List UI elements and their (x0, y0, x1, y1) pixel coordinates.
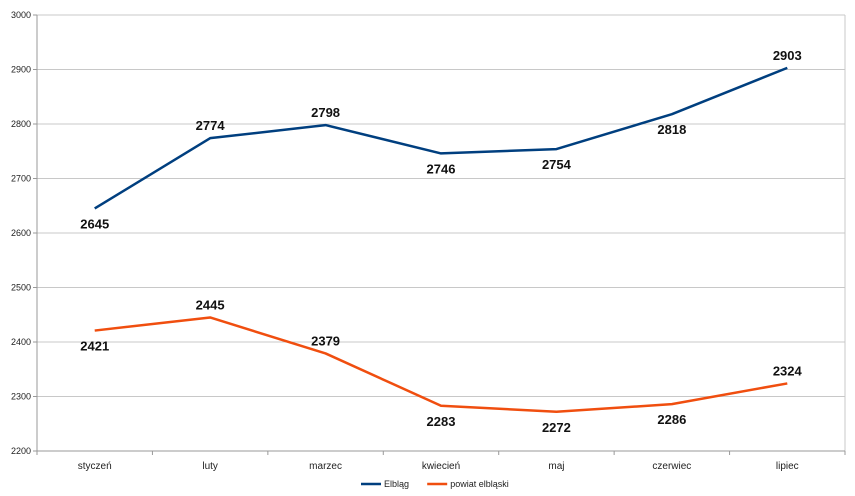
legend-label-0: Elbląg (384, 479, 409, 489)
data-label: 2286 (657, 412, 686, 427)
series-line-0 (94, 66, 788, 210)
y-axis: 2200 2300 2400 2500 2600 2700 2800 2900 3000 (11, 10, 38, 456)
data-label: 2754 (542, 157, 572, 172)
x-tick-label: lipiec (776, 461, 799, 472)
series-layer (94, 66, 788, 414)
y-tick-label: 2700 (11, 174, 31, 184)
y-tick-label: 2900 (11, 65, 31, 75)
y-tick-label: 2400 (11, 337, 31, 347)
y-tick-label: 2200 (11, 446, 31, 456)
x-tick-label: kwiecień (422, 461, 460, 472)
data-label: 2903 (773, 48, 802, 63)
y-tick-label: 3000 (11, 10, 31, 20)
data-label: 2798 (311, 105, 340, 120)
x-tick-label: styczeń (78, 461, 112, 472)
series-line-1 (94, 316, 788, 414)
x-tick-label: marzec (309, 461, 342, 472)
data-label: 2379 (311, 333, 340, 348)
data-label: 2421 (80, 339, 109, 354)
data-label: 2818 (657, 122, 686, 137)
data-labels: 2645 2774 2798 2746 2754 2818 2903 2421 2445 2379… (80, 48, 802, 435)
data-label: 2324 (773, 363, 803, 378)
data-label: 2774 (196, 118, 226, 133)
y-tick-label: 2300 (11, 392, 31, 402)
gridlines (37, 14, 846, 452)
data-label: 2445 (196, 297, 225, 312)
x-axis: styczeń luty marzec kwiecień maj czerwiec lipi… (36, 450, 846, 472)
x-tick-label: czerwiec (652, 461, 691, 472)
y-tick-label: 2800 (11, 119, 31, 129)
data-label: 2272 (542, 420, 571, 435)
data-label: 2283 (427, 414, 456, 429)
legend-label-1: powiat elbląski (450, 479, 509, 489)
y-tick-label: 2600 (11, 228, 31, 238)
data-label: 2645 (80, 216, 109, 231)
y-tick-label: 2500 (11, 283, 31, 293)
x-tick-label: maj (548, 461, 564, 472)
x-tick-label: luty (202, 461, 218, 472)
data-label: 2746 (427, 161, 456, 176)
legend: Elbląg powiat elbląski (361, 479, 509, 489)
